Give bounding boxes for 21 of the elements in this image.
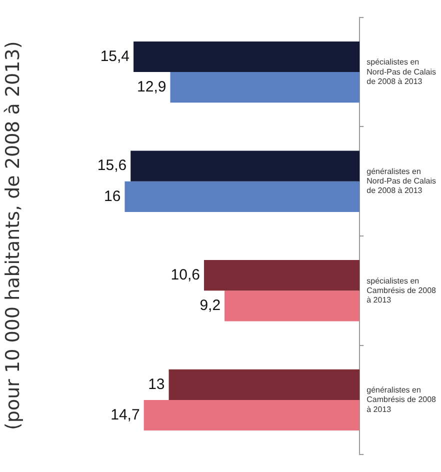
data-label: 16 [104, 188, 121, 205]
data-label: 15,6 [97, 157, 127, 174]
bar [204, 260, 360, 291]
bar [144, 400, 360, 431]
bar [168, 369, 360, 400]
data-label: 10,6 [170, 266, 200, 284]
data-label: 13 [148, 376, 165, 393]
bar [130, 150, 360, 182]
data-label: 9,2 [200, 297, 221, 314]
bar [134, 41, 360, 72]
data-label: 14,7 [110, 406, 140, 424]
bar [224, 290, 360, 322]
bar [124, 181, 360, 212]
bar [170, 72, 360, 103]
y-tick-label: généralistes en Cambrésis de 2008 à 2013 [366, 386, 437, 414]
y-tick-label: spécialistes en Cambrésis de 2008 à 2013 [366, 276, 437, 304]
data-label: 12,9 [137, 78, 166, 96]
y-tick-label: spécialistes en Nord-Pas de Calais de 2008 à 2013 [366, 58, 436, 86]
text: (pour 10 000 habitants, de 2008 à 2013) [2, 40, 25, 432]
y-tick-label: généralistes en Nord-Pas de Calais de 2008 à 2013 [366, 166, 436, 196]
data-label: 15,4 [100, 48, 130, 65]
